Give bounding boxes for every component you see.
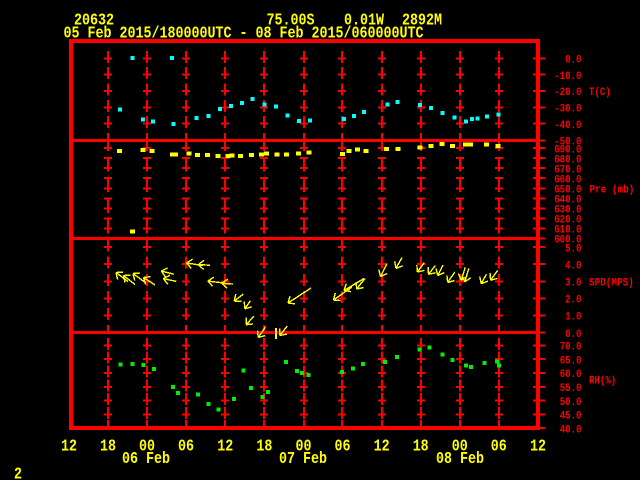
svg-text:00: 00 — [139, 438, 155, 456]
svg-text:18: 18 — [100, 438, 116, 456]
svg-text:07 Feb: 07 Feb — [279, 450, 327, 468]
svg-text:650.0: 650.0 — [554, 185, 581, 197]
svg-text:08 Feb: 08 Feb — [436, 450, 484, 468]
svg-text:20632: 20632 — [74, 12, 114, 30]
svg-text:610.0: 610.0 — [554, 225, 581, 237]
svg-text:60.0: 60.0 — [560, 369, 582, 381]
svg-text:50.0: 50.0 — [560, 397, 582, 409]
svg-text:0.01W: 0.01W — [344, 12, 384, 30]
svg-text:0.0: 0.0 — [565, 55, 582, 67]
svg-text:640.0: 640.0 — [554, 195, 581, 207]
svg-text:0.0: 0.0 — [565, 329, 582, 341]
svg-text:05 Feb 2015/180000UTC - 08 Feb: 05 Feb 2015/180000UTC - 08 Feb 2015/0600… — [64, 25, 424, 43]
svg-text:690.0: 690.0 — [554, 144, 581, 156]
svg-text:12: 12 — [61, 438, 77, 456]
svg-text:5.0: 5.0 — [565, 243, 582, 255]
svg-text:600.0: 600.0 — [554, 235, 581, 247]
svg-text:1.0: 1.0 — [565, 312, 582, 324]
svg-text:12: 12 — [374, 438, 390, 456]
svg-text:75.00S: 75.00S — [267, 12, 315, 30]
svg-text:3.0: 3.0 — [565, 278, 582, 290]
svg-text:660.0: 660.0 — [554, 174, 581, 186]
svg-text:-50.0: -50.0 — [554, 137, 581, 149]
svg-text:06: 06 — [335, 438, 351, 456]
svg-text:40.0: 40.0 — [560, 424, 582, 436]
svg-text:06 Feb: 06 Feb — [122, 450, 170, 468]
svg-text:70.0: 70.0 — [560, 342, 582, 354]
svg-text:-20.0: -20.0 — [554, 87, 581, 99]
svg-text:00: 00 — [296, 438, 312, 456]
svg-text:T(C): T(C) — [589, 87, 611, 99]
svg-text:45.0: 45.0 — [560, 411, 582, 423]
svg-text:620.0: 620.0 — [554, 215, 581, 227]
svg-text:12: 12 — [530, 438, 546, 456]
svg-text:55.0: 55.0 — [560, 383, 582, 395]
svg-text:RH(%): RH(%) — [589, 376, 616, 388]
svg-text:18: 18 — [256, 438, 272, 456]
svg-text:Pre (mb): Pre (mb) — [590, 185, 635, 197]
svg-text:680.0: 680.0 — [554, 154, 581, 166]
svg-text:06: 06 — [178, 438, 194, 456]
svg-text:4.0: 4.0 — [565, 260, 582, 272]
svg-text:65.0: 65.0 — [560, 355, 582, 367]
svg-text:SPD(MPS): SPD(MPS) — [589, 278, 634, 290]
svg-text:-30.0: -30.0 — [554, 104, 581, 116]
svg-text:-40.0: -40.0 — [554, 120, 581, 132]
svg-text:-10.0: -10.0 — [554, 71, 581, 83]
svg-text:2: 2 — [14, 466, 22, 480]
svg-text:630.0: 630.0 — [554, 205, 581, 217]
svg-text:670.0: 670.0 — [554, 164, 581, 176]
svg-text:00: 00 — [452, 438, 468, 456]
svg-text:06: 06 — [491, 438, 507, 456]
svg-text:2892M: 2892M — [402, 12, 442, 30]
svg-text:2.0: 2.0 — [565, 295, 582, 307]
svg-text:12: 12 — [217, 438, 233, 456]
svg-text:18: 18 — [413, 438, 429, 456]
